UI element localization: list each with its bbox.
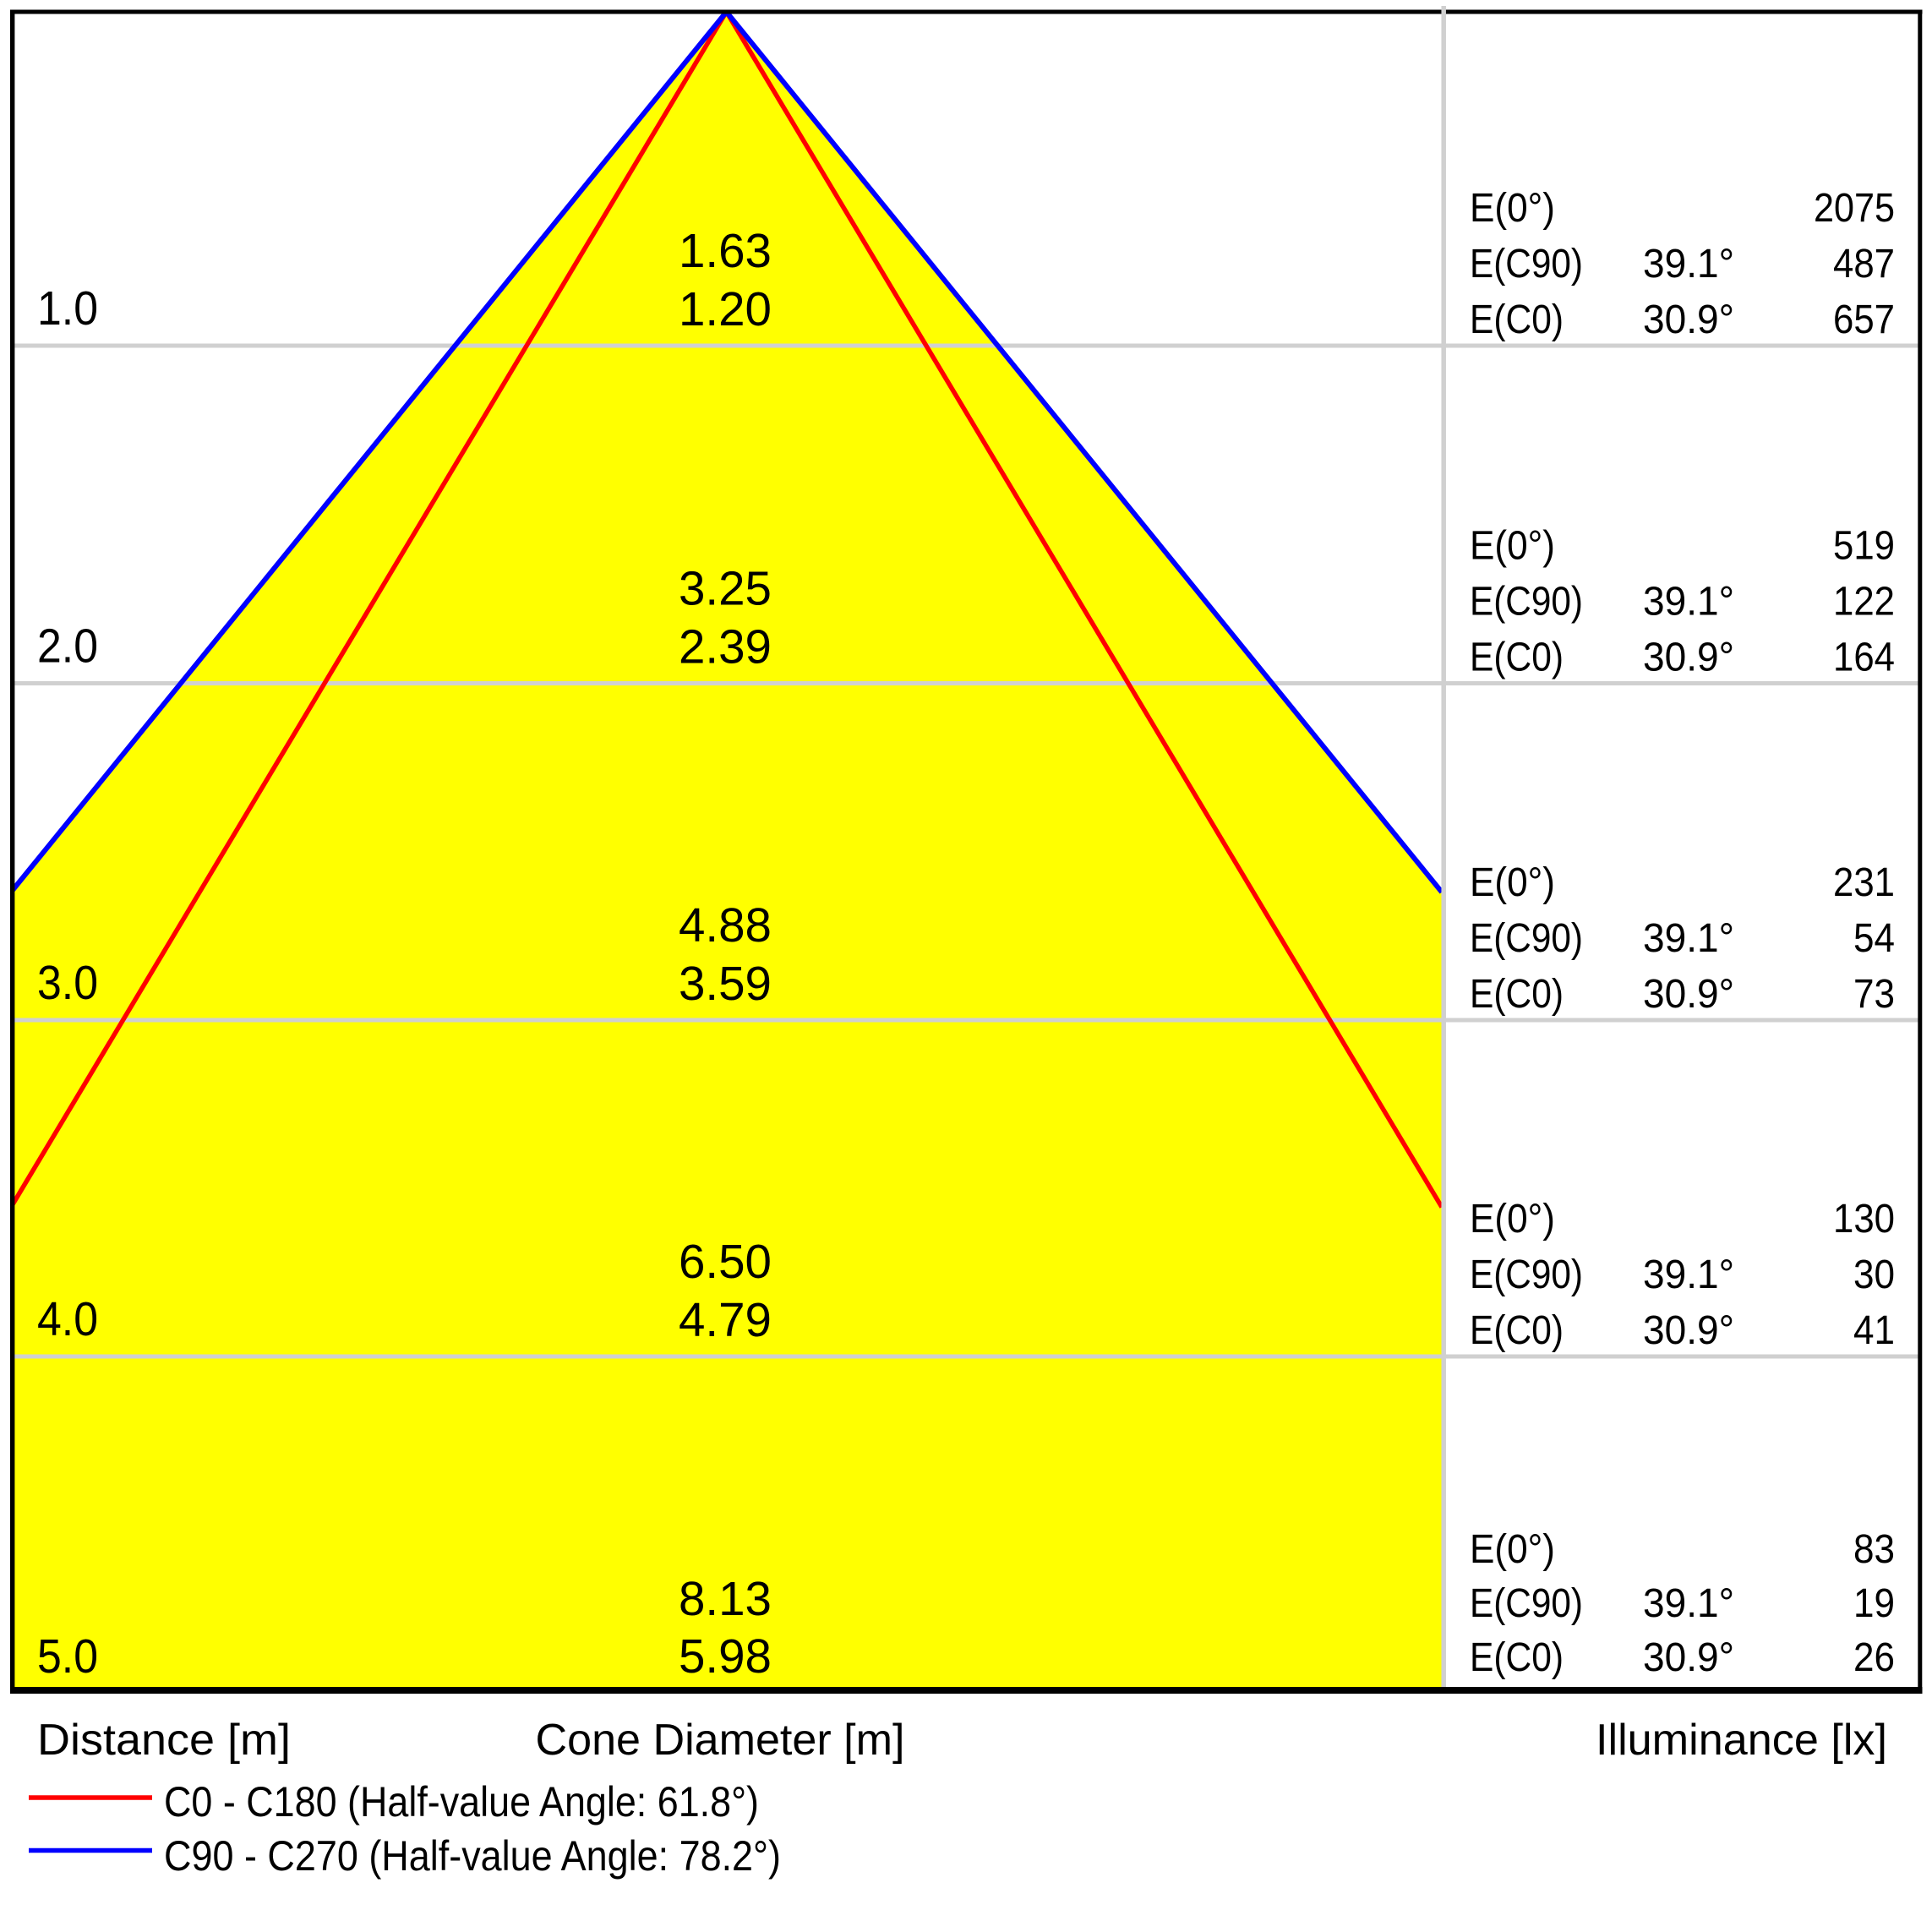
svg-text:1.20: 1.20 xyxy=(679,282,772,336)
svg-text:30.9°: 30.9° xyxy=(1643,1308,1734,1353)
svg-text:E(0°): E(0°) xyxy=(1470,524,1555,569)
svg-text:39.1°: 39.1° xyxy=(1643,1581,1734,1626)
svg-text:E(0°): E(0°) xyxy=(1470,1527,1555,1572)
svg-text:19: 19 xyxy=(1853,1581,1895,1626)
svg-text:30.9°: 30.9° xyxy=(1643,972,1734,1017)
svg-text:E(C90): E(C90) xyxy=(1470,580,1583,625)
svg-text:E(0°): E(0°) xyxy=(1470,186,1555,231)
svg-text:E(C90): E(C90) xyxy=(1470,1581,1583,1626)
svg-text:C90 - C270 (Half-value Angle:: C90 - C270 (Half-value Angle: 78.2°) xyxy=(164,1832,781,1880)
svg-text:54: 54 xyxy=(1853,916,1895,961)
svg-text:83: 83 xyxy=(1853,1527,1895,1572)
svg-text:39.1°: 39.1° xyxy=(1643,580,1734,625)
svg-text:E(C0): E(C0) xyxy=(1470,1308,1564,1353)
svg-text:E(C0): E(C0) xyxy=(1470,297,1564,342)
svg-text:Illuminance [lx]: Illuminance [lx] xyxy=(1596,1716,1887,1765)
svg-text:3.59: 3.59 xyxy=(679,957,772,1011)
svg-text:6.50: 6.50 xyxy=(679,1235,772,1289)
svg-text:26: 26 xyxy=(1853,1635,1895,1680)
svg-text:39.1°: 39.1° xyxy=(1643,242,1734,287)
svg-text:E(C0): E(C0) xyxy=(1470,1635,1564,1680)
svg-text:3.0: 3.0 xyxy=(37,956,98,1010)
svg-text:5.98: 5.98 xyxy=(679,1629,772,1684)
svg-text:657: 657 xyxy=(1833,297,1895,342)
svg-text:4.79: 4.79 xyxy=(679,1293,772,1347)
svg-text:30: 30 xyxy=(1853,1253,1895,1297)
svg-text:E(C0): E(C0) xyxy=(1470,972,1564,1017)
svg-text:30.9°: 30.9° xyxy=(1643,297,1734,342)
svg-text:73: 73 xyxy=(1853,972,1895,1017)
svg-text:5.0: 5.0 xyxy=(37,1629,98,1684)
svg-text:Cone Diameter [m]: Cone Diameter [m] xyxy=(536,1716,905,1765)
svg-text:2075: 2075 xyxy=(1814,186,1895,231)
svg-text:4.88: 4.88 xyxy=(679,898,772,952)
svg-text:130: 130 xyxy=(1833,1197,1895,1242)
svg-text:3.25: 3.25 xyxy=(679,562,772,616)
svg-text:C0 - C180 (Half-value Angle: 6: C0 - C180 (Half-value Angle: 61.8°) xyxy=(164,1778,759,1826)
svg-text:E(0°): E(0°) xyxy=(1470,1197,1555,1242)
svg-text:39.1°: 39.1° xyxy=(1643,1253,1734,1297)
svg-text:487: 487 xyxy=(1833,242,1895,287)
svg-text:2.39: 2.39 xyxy=(679,620,772,674)
svg-text:1.63: 1.63 xyxy=(679,224,772,278)
svg-text:8.13: 8.13 xyxy=(679,1572,772,1626)
svg-text:2.0: 2.0 xyxy=(37,619,98,674)
svg-text:E(C90): E(C90) xyxy=(1470,916,1583,961)
svg-text:1.0: 1.0 xyxy=(37,281,98,336)
svg-text:E(C0): E(C0) xyxy=(1470,636,1564,680)
svg-text:41: 41 xyxy=(1853,1308,1895,1353)
svg-text:231: 231 xyxy=(1833,860,1895,905)
svg-text:519: 519 xyxy=(1833,524,1895,569)
svg-text:4.0: 4.0 xyxy=(37,1292,98,1346)
svg-text:39.1°: 39.1° xyxy=(1643,916,1734,961)
svg-text:164: 164 xyxy=(1833,636,1895,680)
svg-text:122: 122 xyxy=(1833,580,1895,625)
svg-text:30.9°: 30.9° xyxy=(1643,1635,1734,1680)
svg-text:E(C90): E(C90) xyxy=(1470,242,1583,287)
svg-text:Distance [m]: Distance [m] xyxy=(37,1716,291,1765)
svg-text:30.9°: 30.9° xyxy=(1643,636,1734,680)
svg-text:E(C90): E(C90) xyxy=(1470,1253,1583,1297)
svg-text:E(0°): E(0°) xyxy=(1470,860,1555,905)
